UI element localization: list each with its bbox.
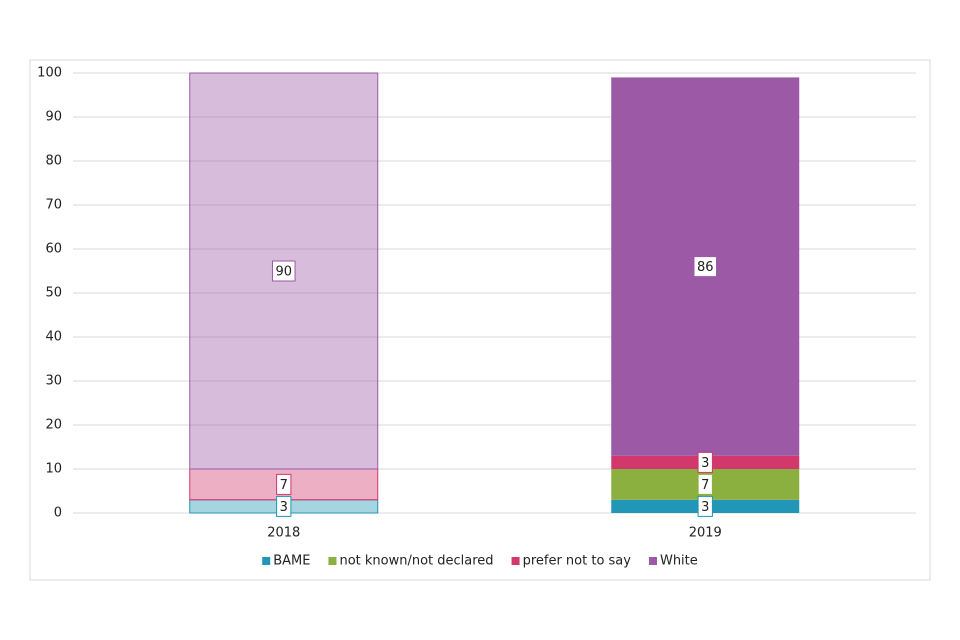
y-tick-label: 50: [45, 286, 62, 301]
y-tick-label: 90: [45, 110, 62, 125]
data-label: 3: [697, 451, 713, 473]
data-label-box: [276, 473, 292, 495]
data-label: 3: [697, 495, 713, 517]
data-label-text: 3: [701, 456, 709, 471]
data-label-text: 3: [701, 500, 709, 515]
legend-swatch: [328, 557, 337, 565]
data-label: 7: [276, 473, 292, 495]
data-label-box: [276, 495, 292, 517]
y-tick-label: 100: [37, 66, 62, 81]
y-tick-label: 0: [54, 506, 62, 521]
data-label-box: [697, 495, 713, 517]
data-label: 3: [276, 495, 292, 517]
y-tick-label: 70: [45, 198, 62, 213]
legend-item: prefer not to say: [511, 554, 632, 569]
data-label-text: 7: [701, 478, 709, 493]
legend-label: White: [660, 554, 698, 569]
data-label-box: [697, 473, 713, 495]
data-label-text: 90: [275, 265, 292, 280]
y-tick-label: 60: [45, 242, 62, 257]
legend-label: prefer not to say: [523, 554, 632, 569]
data-label: 90: [271, 260, 296, 282]
legend-item: BAME: [262, 554, 310, 569]
data-label-box: [271, 260, 296, 282]
data-label-box: [693, 256, 718, 278]
data-label-text: 7: [280, 478, 288, 493]
data-label-text: 3: [280, 500, 288, 515]
x-tick-label: 2018: [267, 526, 300, 541]
y-tick-label: 40: [45, 330, 62, 345]
legend-swatch: [262, 557, 271, 565]
legend-label: BAME: [273, 554, 310, 569]
legend-item: White: [648, 554, 698, 569]
y-tick-label: 10: [45, 462, 62, 477]
data-label: 86: [693, 256, 718, 278]
y-tick-label: 30: [45, 374, 62, 389]
legend-item: not known/not declared: [328, 554, 494, 569]
legend-label: not known/not declared: [339, 554, 493, 569]
legend-swatch: [511, 557, 520, 565]
data-label-box: [697, 451, 713, 473]
legend-swatch: [648, 557, 657, 565]
y-tick-label: 20: [45, 418, 62, 433]
y-tick-label: 80: [45, 154, 62, 169]
x-tick-label: 2019: [689, 526, 722, 541]
data-label: 7: [697, 473, 713, 495]
data-label-text: 86: [697, 260, 714, 275]
